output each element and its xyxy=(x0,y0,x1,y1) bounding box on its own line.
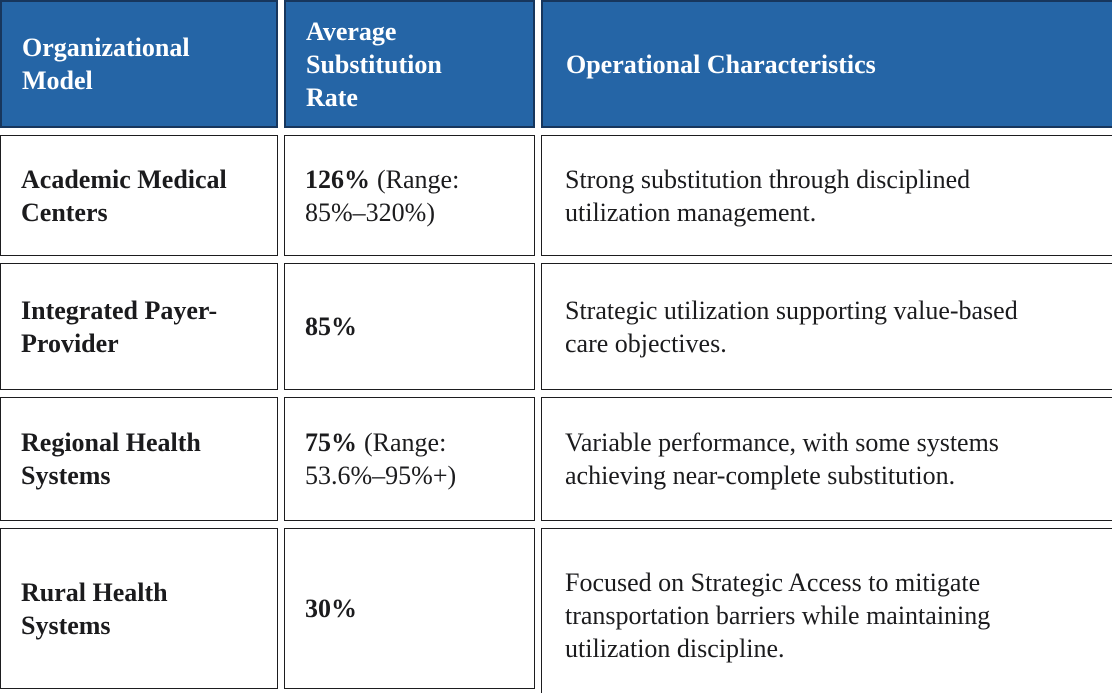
rate-range: (Range: 85%–320%) xyxy=(305,164,460,227)
model-label: Rural Health Systems xyxy=(21,577,168,640)
rate-cell: 75% (Range: 53.6%–95%+) xyxy=(284,397,535,521)
characteristics-text: Variable performance, with some systems … xyxy=(565,428,999,490)
characteristics-cell: Focused on Strategic Access to mitigate … xyxy=(541,528,1112,693)
column-header-organizational-model: Organizational Model xyxy=(0,0,278,128)
model-label: Academic Medical Centers xyxy=(21,164,227,227)
rate-number: 85% xyxy=(305,312,357,341)
model-cell: Academic Medical Centers xyxy=(0,135,278,256)
characteristics-text: Strategic utilization supporting value-b… xyxy=(565,295,1018,358)
rate-number: 75% xyxy=(305,428,357,457)
rate-value: 85% xyxy=(305,310,357,343)
column-header-average-substitution-rate: Average Substitution Rate xyxy=(284,0,535,128)
column-header-label: Organizational Model xyxy=(22,33,190,95)
column-header-operational-characteristics: Operational Characteristics xyxy=(541,0,1112,128)
rate-number: 30% xyxy=(305,594,357,623)
column-header-label: Operational Characteristics xyxy=(566,49,876,79)
characteristics-text: Strong substitution through disciplined … xyxy=(565,164,971,227)
rate-cell: 126% (Range: 85%–320%) xyxy=(284,135,535,256)
column-header-label: Average Substitution Rate xyxy=(306,16,442,112)
characteristics-cell: Strategic utilization supporting value-b… xyxy=(541,263,1112,390)
characteristics-cell: Strong substitution through disciplined … xyxy=(541,135,1112,256)
rate-number: 126% xyxy=(305,164,370,194)
model-cell: Integrated Payer-Provider xyxy=(0,263,278,390)
rate-cell: 85% xyxy=(284,263,535,390)
characteristics-cell: Variable performance, with some systems … xyxy=(541,397,1112,521)
rate-range: (Range: 53.6%–95%+) xyxy=(305,428,457,490)
model-cell: Regional Health Systems xyxy=(0,397,278,521)
rate-value: 75% (Range: 53.6%–95%+) xyxy=(305,426,486,492)
rate-value: 30% xyxy=(305,592,357,625)
model-label: Integrated Payer-Provider xyxy=(21,295,218,358)
characteristics-text: Focused on Strategic Access to mitigate … xyxy=(565,568,991,663)
model-cell: Rural Health Systems xyxy=(0,528,278,689)
rate-cell: 30% xyxy=(284,528,535,689)
rate-value: 126% (Range: 85%–320%) xyxy=(305,163,486,229)
model-label: Regional Health Systems xyxy=(21,428,201,490)
